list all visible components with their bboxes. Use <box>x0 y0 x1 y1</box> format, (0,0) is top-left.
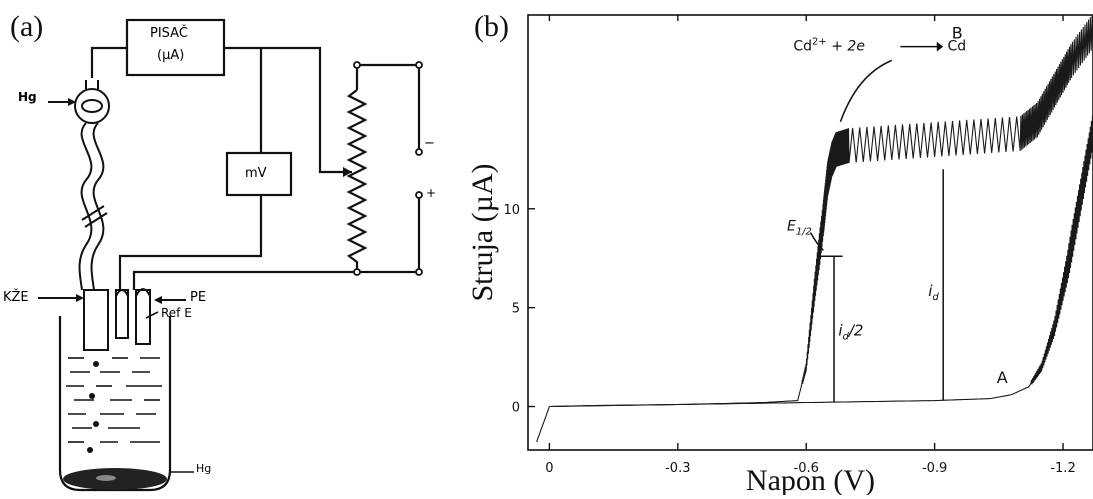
x-tick-label: -0.9 <box>922 461 947 476</box>
half-wave-arrow <box>809 232 824 251</box>
polarogram-panel: (b) 0 -0.3 -0.6 -0.9 -1.2 0 5 10 Napon (V) Stru… <box>466 0 1093 497</box>
x-tick-label: 0 <box>545 461 553 476</box>
y-axis-label: Struja (µA) <box>470 163 499 301</box>
mercury-inlet-label: Hg <box>18 90 37 104</box>
y-tick-label: 0 <box>512 401 520 416</box>
apparatus-schematic <box>38 18 423 492</box>
curve-b-label: B <box>952 24 963 43</box>
reaction-pointer-arrow <box>839 59 893 123</box>
y-tick-label: 5 <box>512 302 520 317</box>
millivolt-label: mV <box>245 166 267 181</box>
reference-electrode-label: Ref E <box>161 306 192 320</box>
y-tick-label: 10 <box>503 203 520 218</box>
x-tick-label: -0.3 <box>665 461 690 476</box>
series-line-b <box>536 14 1093 443</box>
mercury-reservoir <box>74 80 110 124</box>
dropping-electrode-label: KŽE <box>3 290 29 305</box>
dropping-mercury-electrode <box>83 289 109 351</box>
panel-b-label: (b) <box>474 10 509 43</box>
half-wave-potential-label: E1/2 <box>787 219 812 238</box>
working-electrode-label: PE <box>190 290 207 305</box>
x-tick-label: -1.2 <box>1050 461 1075 476</box>
reaction-annotation: Cd2+ + 2e <box>793 37 865 55</box>
millivoltmeter-box <box>225 151 293 197</box>
plot-frame <box>527 14 1093 451</box>
polarogram-chart: 0 -0.3 -0.6 -0.9 -1.2 0 5 10 Napon (V) Struja (… <box>466 14 1093 497</box>
minus-terminal-label: − <box>424 136 435 151</box>
potentiometer <box>346 89 368 272</box>
reaction-product-label: Cd <box>947 39 966 55</box>
chart-axes <box>527 14 1093 451</box>
curve-a-label: A <box>997 368 1008 387</box>
x-axis-label: Napon (V) <box>746 464 875 495</box>
series-line-a <box>549 115 1093 408</box>
diffusion-current-label: id <box>928 282 939 303</box>
apparatus-diagram: (a) <box>0 0 470 495</box>
recorder-unit-label: (µA) <box>157 48 185 63</box>
mercury-pool-label: Hg <box>196 462 212 475</box>
panel-a-label: (a) <box>10 10 44 43</box>
electrolytic-cell <box>58 316 172 492</box>
capillary-tube <box>78 122 108 291</box>
plus-terminal-label: + <box>426 186 437 200</box>
x-tick-label: -0.6 <box>794 461 819 476</box>
recorder-label: PISAČ <box>150 26 188 41</box>
half-diffusion-current-label: id/2 <box>838 321 863 342</box>
